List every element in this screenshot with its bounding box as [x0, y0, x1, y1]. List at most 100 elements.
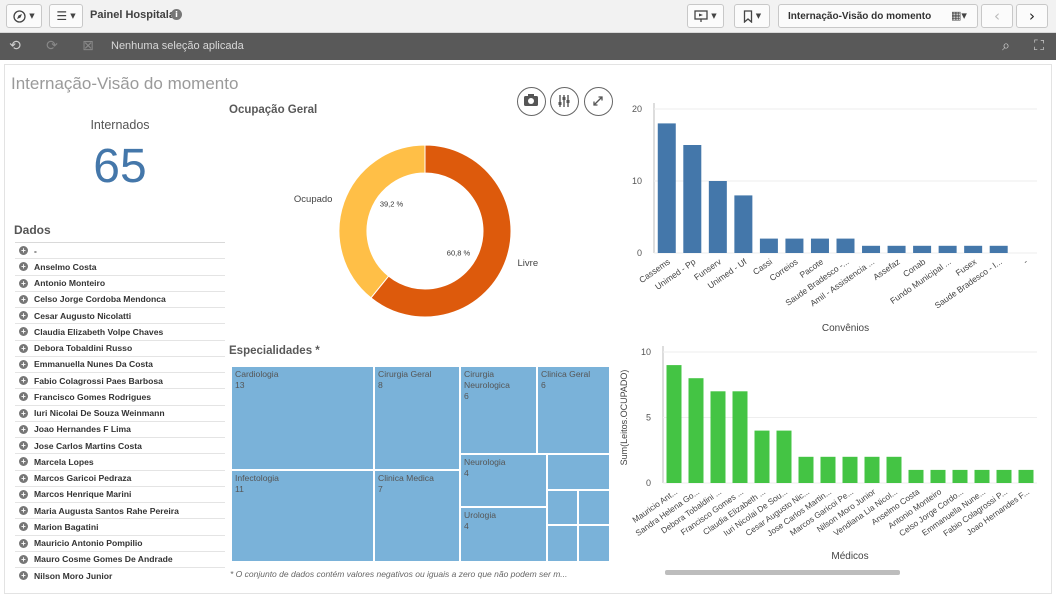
list-item[interactable]: + Debora Tobaldini Russo	[15, 341, 225, 357]
bar[interactable]	[688, 378, 704, 483]
expand-plus-icon[interactable]: +	[19, 506, 28, 516]
bar[interactable]	[798, 456, 814, 483]
exploration-menu-button[interactable]	[550, 87, 579, 116]
treemap-cell[interactable]: Cirurgia Geral 8	[374, 366, 460, 470]
treemap-cell-small[interactable]	[547, 490, 578, 525]
list-item[interactable]: + Francisco Gomes Rodrigues	[15, 389, 225, 406]
treemap-cell[interactable]: Cirurgia Neurologica 6	[460, 366, 537, 454]
expand-plus-icon[interactable]: +	[19, 408, 28, 418]
expand-plus-icon[interactable]: +	[19, 441, 28, 451]
list-item[interactable]: + Cesar Augusto Nicolatti	[15, 308, 225, 325]
bar[interactable]	[734, 195, 753, 253]
expand-plus-icon[interactable]: +	[19, 473, 28, 483]
expand-plus-icon[interactable]: +	[19, 294, 28, 304]
expand-plus-icon[interactable]: +	[19, 392, 28, 402]
treemap-cell-small[interactable]	[578, 490, 610, 525]
bar[interactable]	[930, 469, 946, 483]
list-item[interactable]: + Iuri Nicolai De Souza Weinmann	[15, 406, 225, 422]
treemap-cell[interactable]: Urologia 4	[460, 507, 547, 562]
snapshot-button[interactable]	[517, 87, 546, 116]
list-item[interactable]: + Marcos Henrique Marini	[15, 487, 225, 503]
expand-plus-icon[interactable]: +	[19, 489, 28, 499]
bar[interactable]	[732, 391, 748, 483]
expand-plus-icon[interactable]: +	[19, 376, 28, 386]
list-item[interactable]: + Mauro Cosme Gomes De Andrade	[15, 552, 225, 568]
bar[interactable]	[864, 456, 880, 483]
list-item[interactable]: + Antonio Monteiro	[15, 276, 225, 292]
global-menu-button[interactable]: ☰ ▼	[49, 4, 83, 28]
list-item[interactable]: + Marcos Garicoi Pedraza	[15, 471, 225, 487]
treemap-cell-small[interactable]	[578, 525, 610, 562]
list-item[interactable]: + Emmanuella Nunes Da Costa	[15, 357, 225, 373]
bar[interactable]	[913, 245, 932, 253]
bar[interactable]	[842, 456, 858, 483]
clear-all-selections-icon[interactable]: ⊠	[82, 38, 94, 54]
bar[interactable]	[996, 469, 1012, 483]
treemap-cell[interactable]: Clinica Medica 7	[374, 470, 460, 562]
bar[interactable]	[989, 245, 1008, 253]
list-item[interactable]: + Nilson Moro Junior	[15, 568, 225, 582]
sheet-selector[interactable]: Internação-Visão do momento ▦▾	[778, 4, 978, 28]
bar[interactable]	[886, 456, 902, 483]
bar[interactable]	[708, 181, 727, 253]
expand-plus-icon[interactable]: +	[19, 424, 28, 434]
treemap-cell[interactable]: Cardiologia 13	[231, 366, 374, 470]
treemap-cell[interactable]: Neurologia 4	[460, 454, 547, 507]
bookmark-button[interactable]: ▼	[734, 4, 770, 28]
list-item[interactable]: + Celso Jorge Cordoba Mendonca	[15, 292, 225, 308]
list-item[interactable]: + Fabio Colagrossi Paes Barbosa	[15, 373, 225, 390]
doctors-list[interactable]: + - + Anselmo Costa + Antonio Monteiro + Celso …	[15, 242, 225, 582]
bar[interactable]	[683, 145, 702, 253]
list-item[interactable]: + Marcela Lopes	[15, 454, 225, 471]
expand-plus-icon[interactable]: +	[19, 554, 28, 564]
treemap-cell[interactable]: Infectologia 11	[231, 470, 374, 562]
list-item[interactable]: + Maria Augusta Santos Rahe Pereira	[15, 503, 225, 520]
bar[interactable]	[964, 245, 983, 253]
bar[interactable]	[1018, 469, 1034, 483]
treemap-cell-small[interactable]	[547, 454, 610, 490]
bar[interactable]	[759, 238, 778, 253]
chart-scrollbar[interactable]	[665, 570, 900, 575]
donut-slice-ocupado[interactable]	[338, 144, 426, 299]
expand-plus-icon[interactable]: +	[19, 571, 28, 581]
bar[interactable]	[710, 391, 726, 483]
expand-plus-icon[interactable]: +	[19, 538, 28, 548]
previous-sheet-button[interactable]: ‹	[981, 4, 1013, 28]
treemap-cell-small[interactable]	[547, 525, 578, 562]
bar[interactable]	[938, 245, 957, 253]
expand-plus-icon[interactable]: +	[19, 278, 28, 288]
list-item[interactable]: + Marion Bagatini	[15, 519, 225, 536]
expand-plus-icon[interactable]: +	[19, 359, 28, 369]
bar[interactable]	[862, 245, 881, 253]
expand-plus-icon[interactable]: +	[19, 457, 28, 467]
bar[interactable]	[887, 245, 906, 253]
bar[interactable]	[820, 456, 836, 483]
list-item[interactable]: + Joao Hernandes F Lima	[15, 422, 225, 438]
bar[interactable]	[952, 469, 968, 483]
list-item[interactable]: + Anselmo Costa	[15, 259, 225, 276]
bar[interactable]	[754, 430, 770, 483]
step-forward-icon[interactable]: ⟳	[46, 38, 58, 54]
expand-button[interactable]	[584, 87, 613, 116]
expand-plus-icon[interactable]: +	[19, 522, 28, 532]
treemap-cell[interactable]: Clinica Geral 6	[537, 366, 610, 454]
bar[interactable]	[785, 238, 804, 253]
sheets-grid-icon[interactable]: ▦▾	[951, 9, 967, 22]
expand-plus-icon[interactable]: +	[19, 262, 28, 272]
list-item[interactable]: + Claudia Elizabeth Volpe Chaves	[15, 324, 225, 341]
bar[interactable]	[666, 365, 682, 483]
bar[interactable]	[974, 469, 990, 483]
step-back-icon[interactable]: ⟲	[9, 38, 21, 54]
expand-plus-icon[interactable]: +	[19, 311, 28, 321]
list-item[interactable]: + -	[15, 243, 225, 260]
donut-slice-livre[interactable]	[370, 144, 512, 318]
expand-plus-icon[interactable]: +	[19, 246, 28, 256]
ocupacao-donut-chart[interactable]: Ocupado Livre 39,2 % 60,8 %	[285, 135, 545, 335]
expand-plus-icon[interactable]: +	[19, 327, 28, 337]
search-icon[interactable]: ⌕	[1002, 38, 1010, 54]
next-sheet-button[interactable]: ›	[1016, 4, 1048, 28]
list-item[interactable]: + Mauricio Antonio Pompilio	[15, 536, 225, 552]
bar[interactable]	[908, 469, 924, 483]
